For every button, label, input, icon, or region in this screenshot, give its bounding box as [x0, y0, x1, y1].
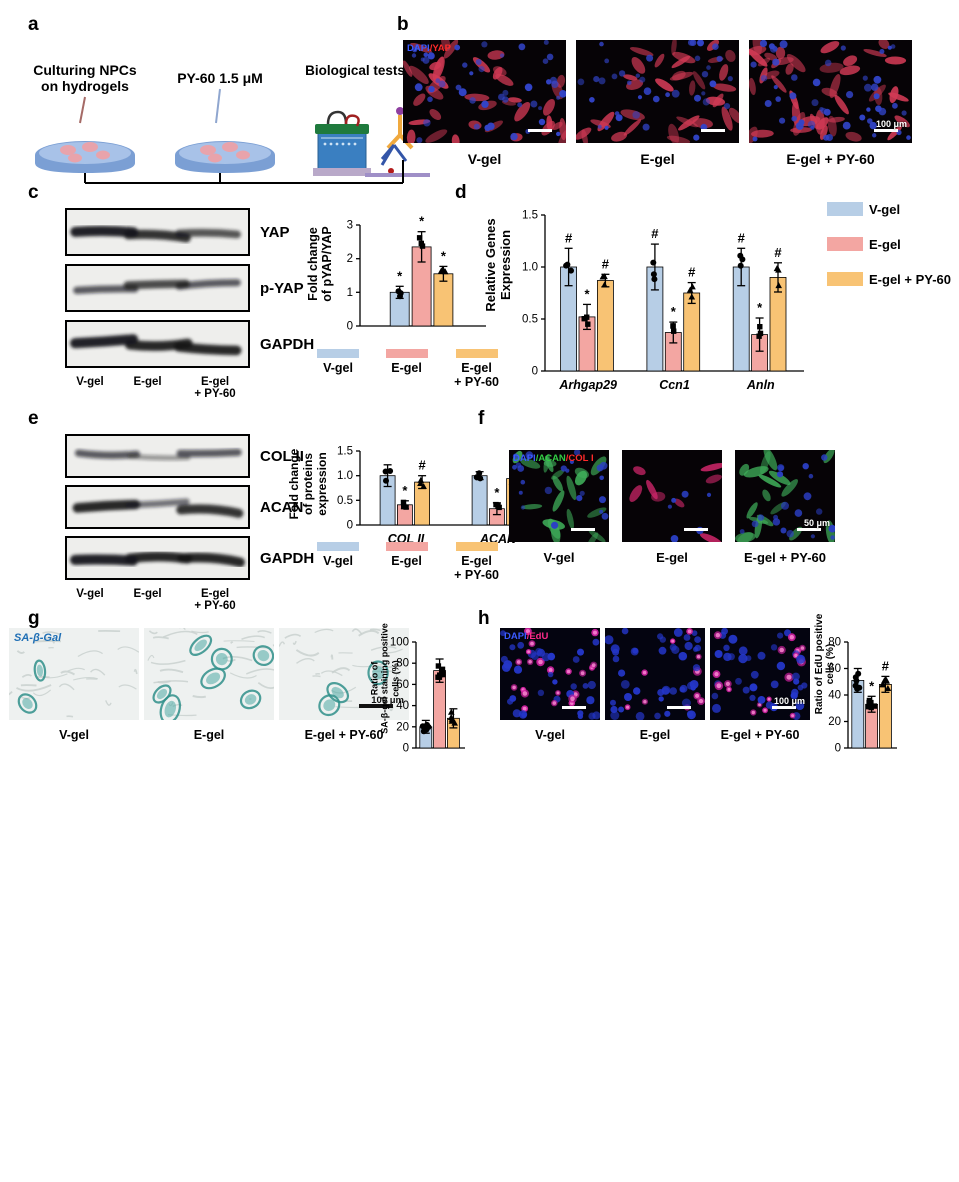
svg-text:0.5: 0.5 [337, 495, 353, 507]
svg-text:#: # [602, 256, 610, 271]
svg-text:0: 0 [347, 321, 353, 333]
svg-text:PY-60 1.5 μM: PY-60 1.5 μM [177, 70, 263, 86]
svg-text:*: * [397, 268, 403, 283]
svg-text:#: # [882, 658, 890, 673]
svg-text:*: * [402, 483, 408, 498]
svg-text:*: * [441, 248, 447, 263]
svg-text:#: # [738, 230, 746, 245]
svg-text:Anln: Anln [746, 378, 775, 392]
svg-text:Biological tests: Biological tests [305, 63, 405, 78]
svg-text:#: # [774, 245, 782, 260]
svg-text:*: * [494, 485, 500, 500]
svg-text:0: 0 [403, 743, 409, 755]
svg-text:0: 0 [532, 366, 538, 378]
svg-text:1.0: 1.0 [337, 470, 353, 482]
svg-text:on hydrogels: on hydrogels [41, 78, 129, 94]
svg-text:1.5: 1.5 [522, 210, 538, 222]
svg-text:1: 1 [347, 287, 353, 299]
svg-text:0.5: 0.5 [522, 314, 538, 326]
svg-text:#: # [565, 230, 573, 245]
svg-text:*: * [869, 678, 875, 693]
svg-text:Arhgap29: Arhgap29 [558, 378, 617, 392]
svg-text:#: # [688, 265, 696, 280]
svg-text:*: * [584, 286, 590, 301]
svg-text:0: 0 [347, 520, 353, 532]
svg-text:*: * [671, 304, 677, 319]
svg-text:Culturing NPCs: Culturing NPCs [33, 62, 137, 78]
svg-text:*: * [757, 300, 763, 315]
svg-text:3: 3 [347, 220, 353, 232]
svg-text:2: 2 [347, 253, 353, 265]
svg-text:0: 0 [835, 743, 841, 755]
svg-text:#: # [651, 226, 659, 241]
svg-text:*: * [419, 214, 425, 229]
svg-text:#: # [418, 458, 426, 473]
svg-text:Ccn1: Ccn1 [659, 378, 690, 392]
svg-text:1.5: 1.5 [337, 446, 353, 458]
svg-text:1.0: 1.0 [522, 262, 538, 274]
